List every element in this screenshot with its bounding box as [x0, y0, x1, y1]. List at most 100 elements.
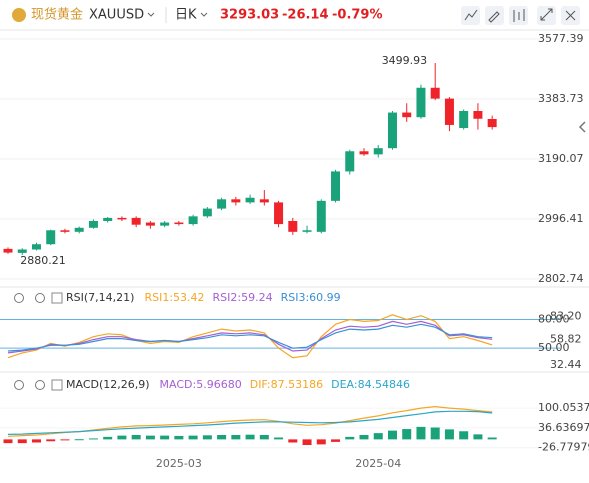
macd-bar [487, 437, 497, 440]
candle-body [387, 112, 397, 149]
change-pct: -0.79% [332, 8, 383, 23]
candle-body [373, 148, 383, 155]
candle-body [60, 230, 70, 232]
candle-body [245, 197, 255, 203]
candle-body [331, 171, 341, 201]
candle-body [345, 151, 355, 172]
collapse-arrow[interactable] [578, 121, 586, 133]
candle-body [402, 112, 412, 118]
candle-body [416, 87, 426, 118]
eye-icon[interactable] [35, 293, 45, 303]
candle-body [46, 230, 56, 245]
macd-bar [459, 431, 469, 440]
draw-icon[interactable] [488, 11, 500, 23]
macd-bar [88, 438, 98, 440]
macd-bar [416, 426, 426, 440]
dropdown-icon[interactable] [147, 12, 155, 17]
candle-body [188, 216, 198, 225]
dropdown-icon[interactable] [200, 12, 208, 17]
rsi-line [7, 320, 493, 354]
price: 3293.03 [220, 8, 279, 23]
candle-body [316, 200, 326, 232]
indicator-title: RSI(7,14,21) [66, 291, 134, 304]
candle-body [217, 199, 227, 209]
macd-bar [402, 429, 412, 440]
y-tick-label: 2802.74 [538, 272, 584, 285]
macd-bar [316, 439, 326, 445]
legend-entry: RSI1:53.42 [144, 291, 204, 304]
legend-entry: RSI2:59.24 [213, 291, 273, 304]
rsi-line [7, 314, 493, 359]
candle-body [202, 208, 212, 217]
macd-bar [103, 436, 113, 440]
candle-body [444, 98, 454, 125]
candle-body [302, 230, 312, 232]
candle-body [430, 87, 440, 99]
candle-body [259, 199, 269, 203]
macd-bar [145, 435, 155, 440]
x-tick-label: 2025-04 [355, 457, 401, 470]
candle-body [487, 119, 497, 128]
macd-line [7, 410, 493, 435]
macd-bar [430, 427, 440, 440]
candle-body [459, 110, 469, 129]
y-tick-label: 2996.41 [538, 212, 584, 225]
candle-body [74, 227, 84, 232]
macd-bar [359, 435, 369, 440]
macd-bar [74, 439, 84, 441]
chart-type-icon[interactable] [513, 9, 525, 22]
candle-body [359, 151, 369, 155]
settings-icon[interactable] [14, 380, 24, 390]
macd-bar [31, 439, 41, 443]
value-flag: 58.82 [550, 333, 582, 346]
macd-bar [17, 439, 27, 444]
candle-body [473, 110, 483, 119]
indicator-icon[interactable] [464, 9, 478, 21]
value-flag: 83.20 [550, 309, 582, 322]
fullscreen-button[interactable] [537, 6, 556, 25]
legend-entry: RSI3:60.99 [281, 291, 341, 304]
candle-body [288, 220, 298, 232]
candle-body [31, 244, 41, 250]
close-icon[interactable] [565, 10, 576, 21]
candle-body [131, 217, 141, 225]
candle-body [160, 222, 170, 226]
macd-bar [231, 435, 241, 440]
macd-bar [3, 439, 13, 444]
macd-bar [217, 435, 227, 440]
candle-body [274, 202, 284, 225]
y-tick-label: -26.77979 [538, 441, 589, 454]
candle-body [145, 222, 155, 226]
x-tick-label: 2025-03 [156, 457, 202, 470]
eye-icon[interactable] [35, 380, 45, 390]
macd-bar [245, 434, 255, 440]
macd-bar [387, 430, 397, 440]
rsi-line [7, 323, 493, 352]
value-flag: 32.44 [550, 358, 582, 371]
legend-entry: DEA:84.54846 [331, 378, 410, 391]
candle-body [88, 220, 98, 228]
low-annotation: 2880.21 [20, 254, 66, 267]
legend-box [51, 292, 63, 304]
macd-bar [302, 439, 312, 445]
macd-bar [274, 437, 284, 440]
macd-bar [160, 435, 170, 440]
candle-body [3, 248, 13, 253]
macd-bar [188, 435, 198, 440]
y-tick-label: 3577.39 [538, 32, 584, 45]
symbol[interactable]: XAUUSD [89, 8, 144, 23]
settings-icon[interactable] [14, 293, 24, 303]
draw-button[interactable] [485, 6, 504, 25]
candle-body [17, 249, 27, 253]
macd-bar [117, 435, 127, 440]
candle-body [103, 217, 113, 221]
indicator-title: MACD(12,26,9) [66, 378, 150, 391]
macd-bar [46, 439, 56, 442]
macd-bar [259, 435, 269, 440]
high-annotation: 3499.93 [382, 54, 428, 67]
legend-entry: DIF:87.53186 [250, 378, 323, 391]
macd-bar [60, 439, 70, 441]
period[interactable]: 日K [175, 8, 197, 23]
